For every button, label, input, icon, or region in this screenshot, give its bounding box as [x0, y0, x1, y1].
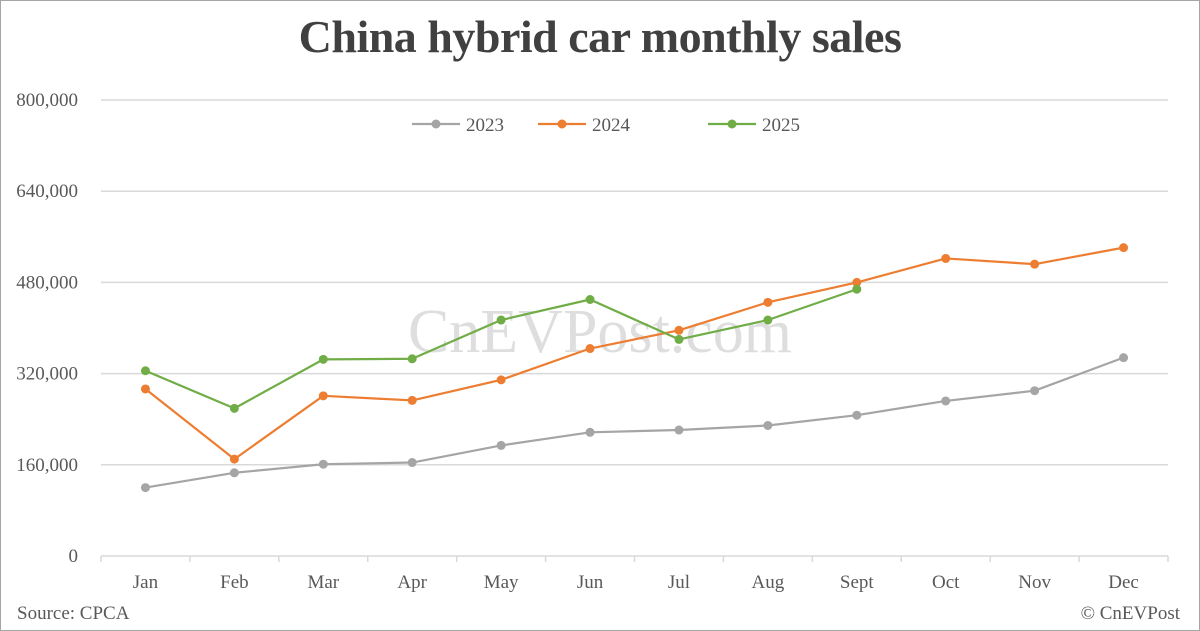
x-tick-label: Feb — [220, 572, 249, 593]
data-point — [763, 420, 773, 430]
legend-item-2025: 2025 — [708, 115, 800, 136]
x-axis: Jan Feb Mar Apr May Jun Jul Aug Sept Oct Nov Dec — [100, 555, 1169, 593]
y-tick-label: 0 — [69, 546, 79, 567]
x-tick-label: Nov — [1018, 572, 1051, 593]
legend-marker-icon — [727, 119, 737, 129]
legend-label: 2025 — [762, 115, 800, 136]
y-axis: 0 160,000 320,000 480,000 640,000 800,000 — [16, 90, 78, 567]
y-tick-label: 160,000 — [16, 455, 78, 476]
data-point — [318, 354, 328, 364]
data-point — [1119, 243, 1129, 253]
data-point — [318, 391, 328, 401]
x-tick-label: Aug — [752, 572, 785, 593]
y-tick-label: 800,000 — [16, 90, 78, 111]
gridlines — [101, 99, 1168, 466]
data-point — [852, 410, 862, 420]
legend-label: 2023 — [466, 115, 504, 136]
data-point — [1119, 353, 1129, 363]
data-point — [585, 295, 595, 304]
chart-title: China hybrid car monthly sales — [298, 11, 902, 62]
series-2023 — [140, 353, 1129, 493]
data-point — [852, 277, 862, 287]
x-tick-label: Mar — [307, 572, 339, 593]
x-tick-label: Jun — [577, 572, 604, 593]
data-point — [585, 344, 595, 354]
y-tick-label: 320,000 — [16, 364, 78, 385]
data-point — [407, 395, 417, 405]
data-point — [941, 253, 951, 263]
legend-label: 2024 — [592, 115, 631, 136]
series-2025 — [140, 284, 862, 413]
data-point — [229, 454, 239, 464]
data-point — [763, 297, 773, 307]
data-point — [585, 427, 595, 437]
data-point — [140, 384, 150, 394]
data-point — [229, 403, 239, 413]
data-point — [407, 458, 417, 468]
legend-item-2024: 2024 — [538, 115, 631, 136]
data-point — [674, 325, 684, 335]
x-tick-label: Jan — [133, 572, 159, 593]
data-point — [1030, 259, 1040, 269]
data-point — [674, 334, 684, 344]
x-tick-label: Jul — [668, 572, 690, 593]
data-point — [140, 483, 150, 493]
y-tick-label: 480,000 — [16, 272, 78, 293]
x-tick-label: May — [484, 572, 519, 593]
legend-marker-icon — [557, 119, 567, 129]
legend: 2023 2024 2025 — [412, 115, 800, 136]
legend-marker-icon — [431, 119, 441, 129]
watermark: CnEVPost.com — [408, 298, 792, 366]
data-point — [407, 354, 417, 364]
x-tick-label: Apr — [397, 572, 427, 593]
data-point — [674, 425, 684, 435]
data-point — [1030, 386, 1040, 396]
data-point — [496, 375, 506, 385]
data-point — [763, 315, 773, 325]
data-point — [941, 396, 951, 406]
series-2024 — [140, 243, 1129, 464]
data-point — [229, 468, 239, 478]
legend-item-2023: 2023 — [412, 115, 504, 136]
copyright-label: © CnEVPost — [1080, 603, 1180, 624]
x-tick-label: Oct — [932, 572, 960, 593]
data-point — [140, 366, 150, 376]
x-tick-label: Dec — [1108, 572, 1139, 593]
series-lines — [140, 243, 1129, 493]
data-point — [852, 284, 862, 294]
data-point — [496, 315, 506, 325]
y-tick-label: 640,000 — [16, 181, 78, 202]
x-tick-label: Sept — [840, 572, 875, 593]
source-label: Source: CPCA — [17, 603, 130, 624]
data-point — [318, 459, 328, 469]
data-point — [496, 440, 506, 450]
